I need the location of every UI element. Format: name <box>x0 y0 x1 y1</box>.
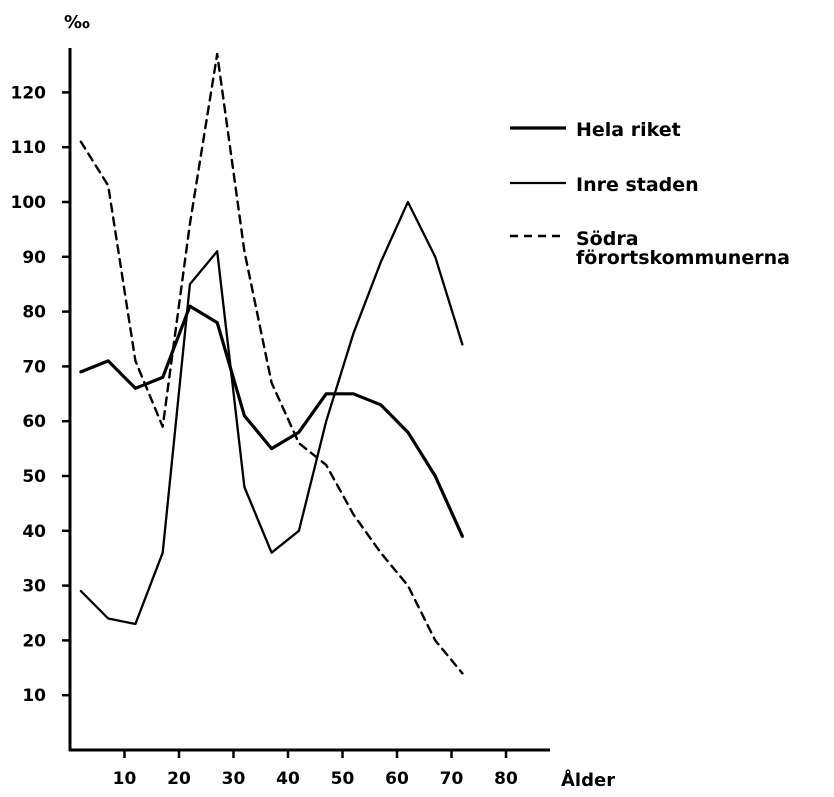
y-tick-label: 80 <box>22 303 46 323</box>
ticks-group: 10 20 30 40 50 60 70 80 90 100 110 120 10 20 30 40 50 60 7… <box>11 83 518 789</box>
y-tick-label: 110 <box>11 138 47 158</box>
x-tick-label: 30 <box>222 769 246 789</box>
y-tick-label: 50 <box>22 467 46 487</box>
legend: Hela riket Inre staden Södra förortskomm… <box>510 119 790 269</box>
y-tick-label: 90 <box>22 248 46 268</box>
x-tick-label: 40 <box>276 769 300 789</box>
y-tick-label: 120 <box>11 83 47 103</box>
x-tick-label: 70 <box>440 769 464 789</box>
x-tick-label: 60 <box>385 769 409 789</box>
legend-label-inre-staden: Inre staden <box>576 174 699 196</box>
legend-label-sodra-line2: förortskommunerna <box>576 247 790 269</box>
y-tick-label: 100 <box>11 193 47 213</box>
series-line <box>79 304 464 538</box>
y-tick-label: 10 <box>22 686 46 706</box>
x-tick-label: 50 <box>331 769 355 789</box>
series-group <box>79 52 464 675</box>
legend-item-hela-riket: Hela riket <box>510 119 681 141</box>
series-line <box>79 52 464 675</box>
legend-label-sodra-line1: Södra <box>576 228 639 250</box>
y-tick-label: 60 <box>22 412 46 432</box>
legend-item-inre-staden: Inre staden <box>510 174 699 196</box>
legend-item-sodra-forortskommunerna: Södra förortskommunerna <box>510 228 790 269</box>
x-tick-label: 10 <box>113 769 137 789</box>
y-tick-label: 40 <box>22 522 46 542</box>
y-axis-title: ‰ <box>64 12 90 33</box>
axes-group <box>68 48 550 752</box>
x-tick-label: 20 <box>167 769 191 789</box>
x-axis-title: Ålder <box>561 768 615 791</box>
x-tick-label: 80 <box>494 769 518 789</box>
y-tick-label: 20 <box>22 631 46 651</box>
series-line <box>79 200 464 626</box>
legend-label-hela-riket: Hela riket <box>576 119 681 141</box>
y-tick-label: 70 <box>22 357 46 377</box>
y-tick-label: 30 <box>22 577 46 597</box>
